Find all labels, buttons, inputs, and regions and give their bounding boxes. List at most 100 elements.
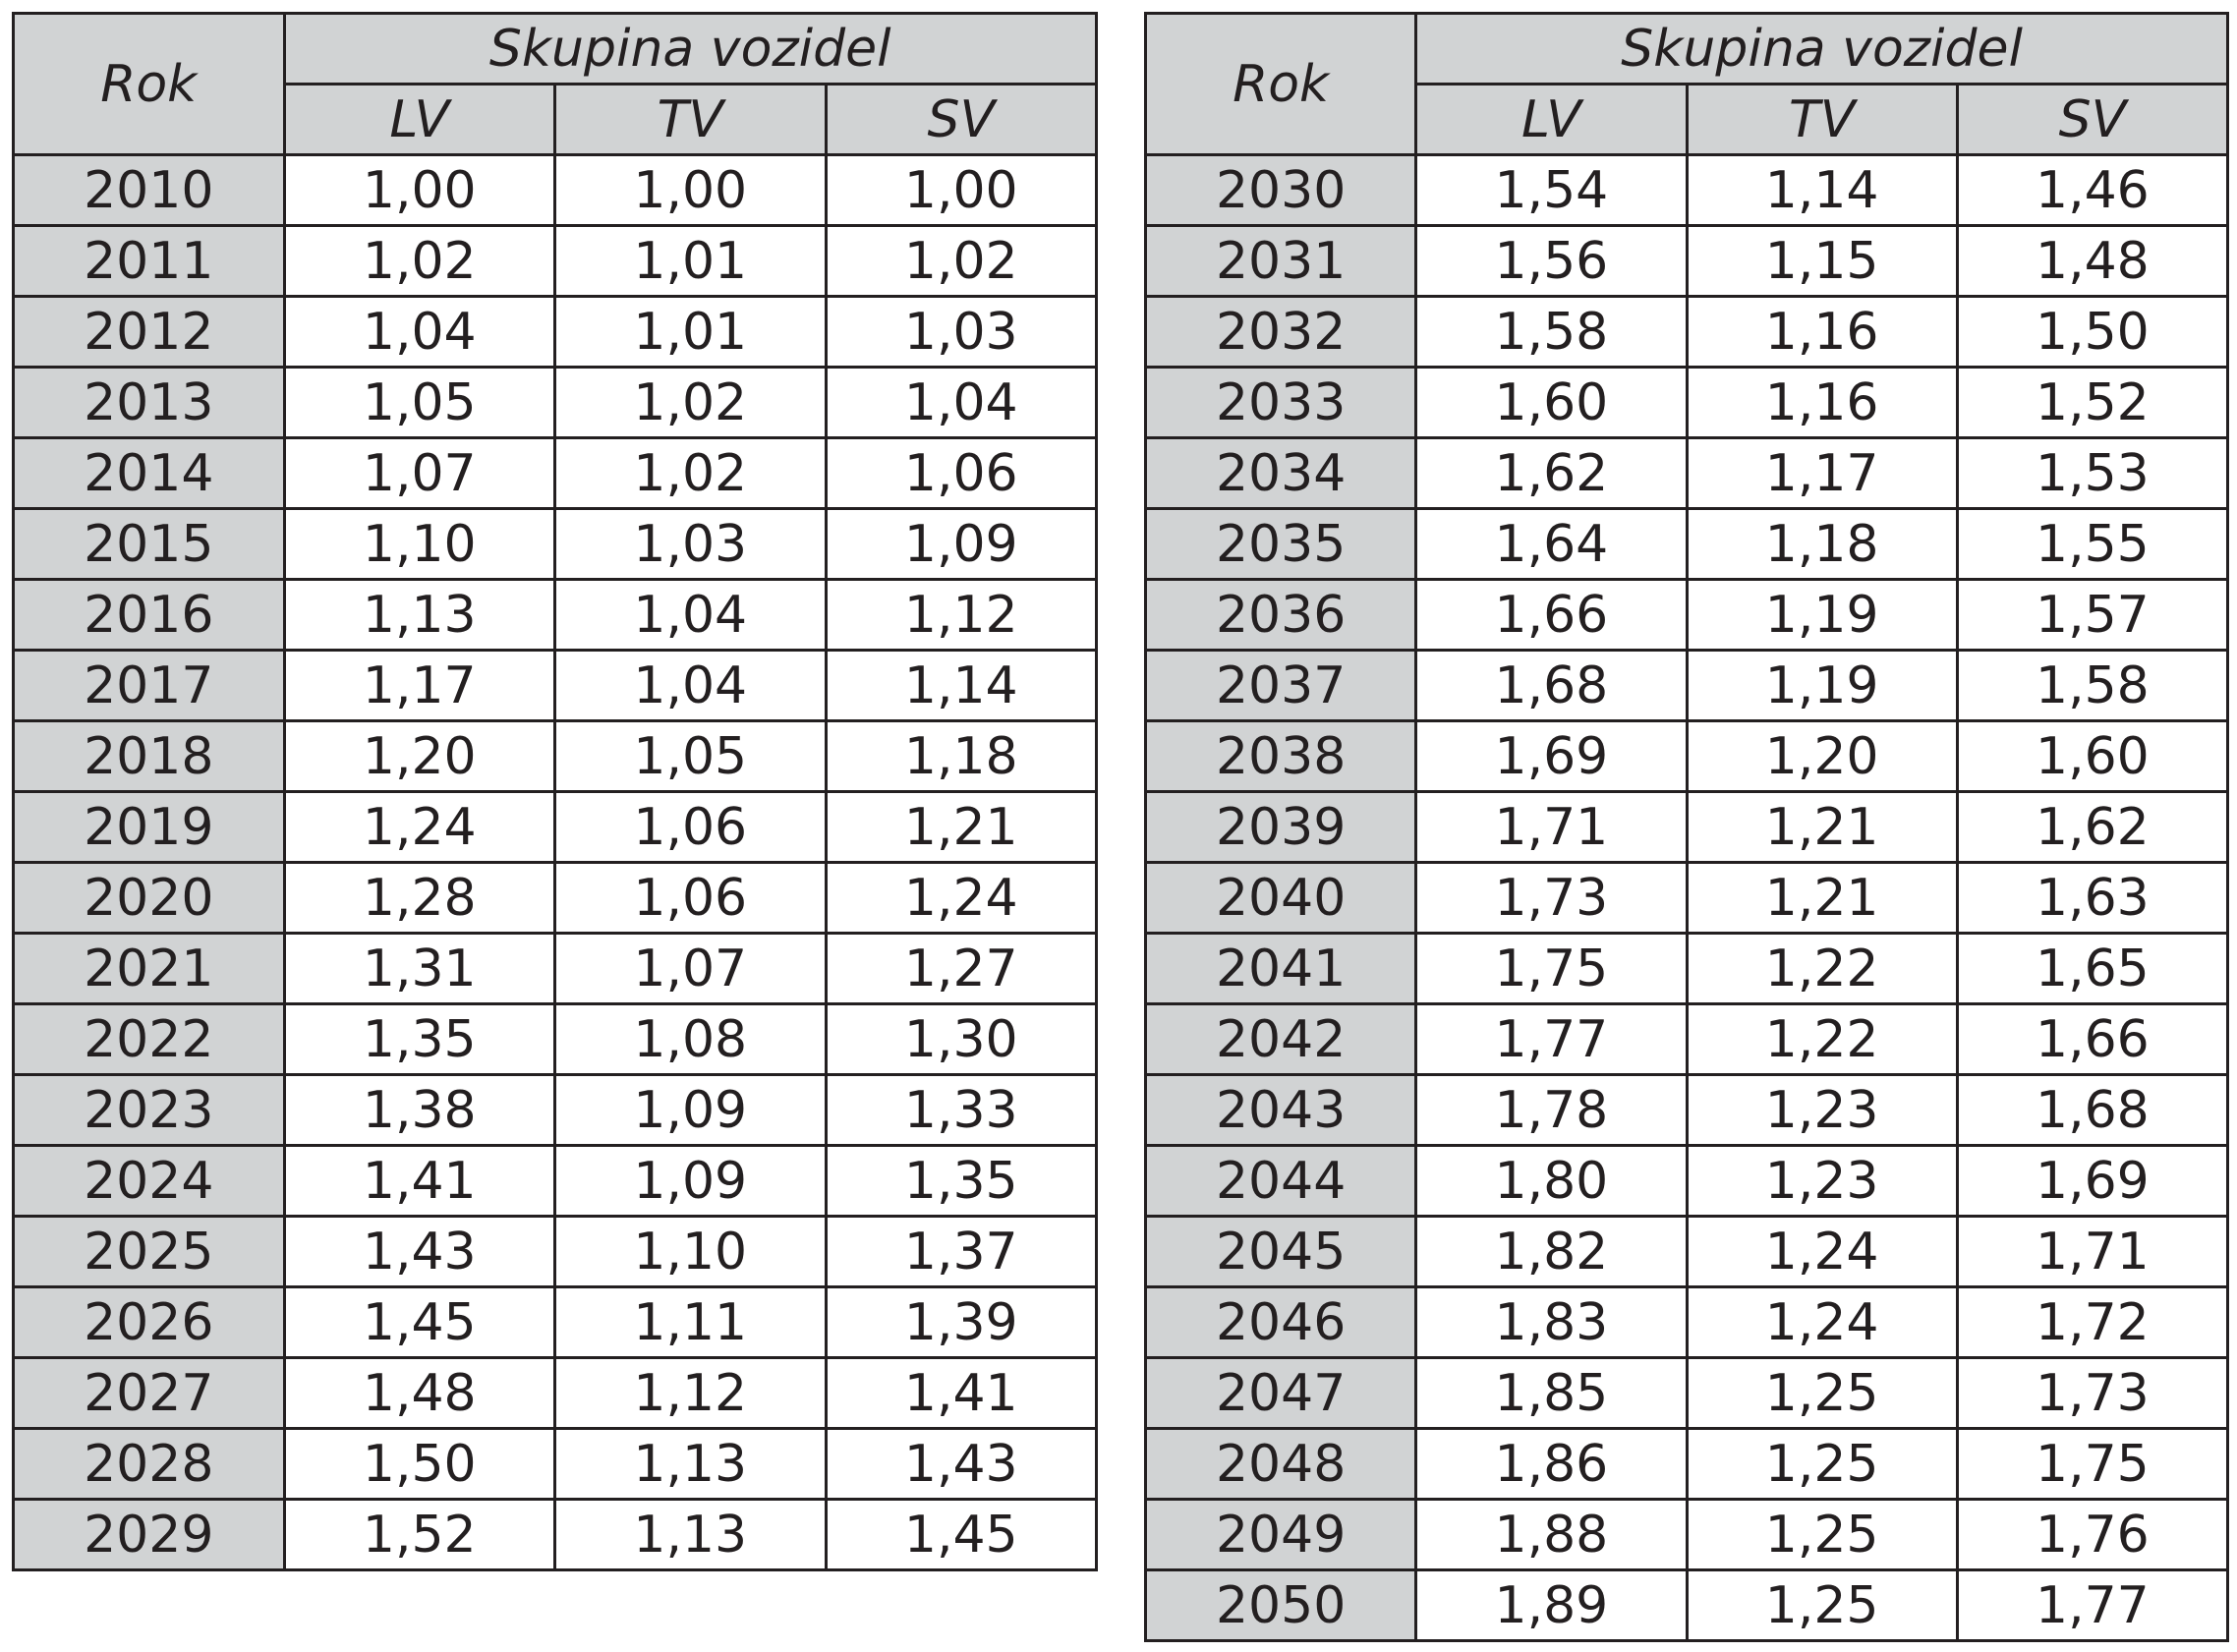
table-row: 2012 1,04 1,01 1,03 <box>12 295 1098 369</box>
value-cell-tv: 1,25 <box>1685 1498 1959 1571</box>
table-row: 2011 1,02 1,01 1,02 <box>12 224 1098 298</box>
column-header-sv: SV <box>824 83 1098 156</box>
value-cell-tv: 1,00 <box>553 153 828 227</box>
year-cell: 2047 <box>1143 1356 1418 1430</box>
value-cell-lv: 1,02 <box>282 224 556 298</box>
value-cell-lv: 1,24 <box>282 790 556 864</box>
value-cell-tv: 1,04 <box>553 649 828 722</box>
year-cell: 2010 <box>12 153 286 227</box>
value-cell-lv: 1,20 <box>282 719 556 793</box>
vehicle-group-header: Skupina vozidel <box>282 12 1098 85</box>
value-cell-sv: 1,55 <box>1955 507 2230 581</box>
value-cell-lv: 1,04 <box>282 295 556 369</box>
value-cell-sv: 1,04 <box>824 366 1098 439</box>
table-row: 2044 1,80 1,23 1,69 <box>1143 1144 2230 1218</box>
table-row: 2037 1,68 1,19 1,58 <box>1143 649 2230 722</box>
value-cell-sv: 1,46 <box>1955 153 2230 227</box>
value-cell-lv: 1,28 <box>282 861 556 935</box>
value-cell-lv: 1,71 <box>1414 790 1689 864</box>
value-cell-lv: 1,73 <box>1414 861 1689 935</box>
value-cell-tv: 1,22 <box>1685 932 1959 1005</box>
year-cell: 2045 <box>1143 1215 1418 1288</box>
value-cell-sv: 1,03 <box>824 295 1098 369</box>
value-cell-lv: 1,41 <box>282 1144 556 1218</box>
value-cell-sv: 1,71 <box>1955 1215 2230 1288</box>
value-cell-lv: 1,86 <box>1414 1427 1689 1501</box>
value-cell-lv: 1,58 <box>1414 295 1689 369</box>
table-row: 2026 1,45 1,11 1,39 <box>12 1285 1098 1359</box>
value-cell-sv: 1,72 <box>1955 1285 2230 1359</box>
vehicle-group-header: Skupina vozidel <box>1414 12 2229 85</box>
table-row: 2019 1,24 1,06 1,21 <box>12 790 1098 864</box>
year-cell: 2046 <box>1143 1285 1418 1359</box>
year-cell: 2044 <box>1143 1144 1418 1218</box>
table-row: 2048 1,86 1,25 1,75 <box>1143 1427 2230 1501</box>
year-cell: 2050 <box>1143 1568 1418 1642</box>
value-cell-lv: 1,82 <box>1414 1215 1689 1288</box>
value-cell-lv: 1,60 <box>1414 366 1689 439</box>
year-cell: 2041 <box>1143 932 1418 1005</box>
year-cell: 2048 <box>1143 1427 1418 1501</box>
value-cell-sv: 1,09 <box>824 507 1098 581</box>
column-header-sv: SV <box>1955 83 2230 156</box>
value-cell-sv: 1,63 <box>1955 861 2230 935</box>
value-cell-sv: 1,53 <box>1955 436 2230 510</box>
value-cell-sv: 1,02 <box>824 224 1098 298</box>
value-cell-tv: 1,16 <box>1685 295 1959 369</box>
value-cell-tv: 1,09 <box>553 1073 828 1147</box>
year-cell: 2013 <box>12 366 286 439</box>
value-cell-lv: 1,50 <box>282 1427 556 1501</box>
value-cell-tv: 1,13 <box>553 1427 828 1501</box>
column-header-tv: TV <box>553 83 828 156</box>
table-row: 2042 1,77 1,22 1,66 <box>1143 1002 2230 1076</box>
value-cell-sv: 1,57 <box>1955 578 2230 652</box>
value-cell-sv: 1,60 <box>1955 719 2230 793</box>
table-row: 2020 1,28 1,06 1,24 <box>12 861 1098 935</box>
table-row: 2043 1,78 1,23 1,68 <box>1143 1073 2230 1147</box>
table-row: 2033 1,60 1,16 1,52 <box>1143 366 2230 439</box>
year-cell: 2049 <box>1143 1498 1418 1571</box>
year-cell: 2032 <box>1143 295 1418 369</box>
value-cell-tv: 1,12 <box>553 1356 828 1430</box>
value-cell-lv: 1,05 <box>282 366 556 439</box>
value-cell-sv: 1,33 <box>824 1073 1098 1147</box>
value-cell-tv: 1,23 <box>1685 1144 1959 1218</box>
value-cell-tv: 1,18 <box>1685 507 1959 581</box>
table-row: 2030 1,54 1,14 1,46 <box>1143 153 2230 227</box>
table-row: 2022 1,35 1,08 1,30 <box>12 1002 1098 1076</box>
year-cell: 2028 <box>12 1427 286 1501</box>
value-cell-tv: 1,17 <box>1685 436 1959 510</box>
value-cell-tv: 1,09 <box>553 1144 828 1218</box>
value-cell-lv: 1,52 <box>282 1498 556 1571</box>
table-row: 2010 1,00 1,00 1,00 <box>12 153 1098 227</box>
value-cell-sv: 1,68 <box>1955 1073 2230 1147</box>
value-cell-sv: 1,73 <box>1955 1356 2230 1430</box>
growth-coefficients-table-2030-2050: Rok Skupina vozidel LV TV SV 2030 1,54 1,1… <box>1143 12 2230 1642</box>
value-cell-lv: 1,31 <box>282 932 556 1005</box>
year-cell: 2043 <box>1143 1073 1418 1147</box>
value-cell-tv: 1,25 <box>1685 1356 1959 1430</box>
value-cell-sv: 1,45 <box>824 1498 1098 1571</box>
year-cell: 2019 <box>12 790 286 864</box>
value-cell-lv: 1,56 <box>1414 224 1689 298</box>
value-cell-sv: 1,52 <box>1955 366 2230 439</box>
value-cell-tv: 1,21 <box>1685 861 1959 935</box>
table-row: 2017 1,17 1,04 1,14 <box>12 649 1098 722</box>
year-cell: 2034 <box>1143 436 1418 510</box>
value-cell-lv: 1,54 <box>1414 153 1689 227</box>
table-row: 2014 1,07 1,02 1,06 <box>12 436 1098 510</box>
table-row: 2023 1,38 1,09 1,33 <box>12 1073 1098 1147</box>
year-cell: 2025 <box>12 1215 286 1288</box>
year-cell: 2030 <box>1143 153 1418 227</box>
value-cell-tv: 1,14 <box>1685 153 1959 227</box>
value-cell-sv: 1,69 <box>1955 1144 2230 1218</box>
value-cell-lv: 1,68 <box>1414 649 1689 722</box>
year-cell: 2011 <box>12 224 286 298</box>
year-cell: 2018 <box>12 719 286 793</box>
value-cell-lv: 1,13 <box>282 578 556 652</box>
value-cell-tv: 1,01 <box>553 224 828 298</box>
value-cell-lv: 1,48 <box>282 1356 556 1430</box>
value-cell-lv: 1,66 <box>1414 578 1689 652</box>
value-cell-tv: 1,06 <box>553 790 828 864</box>
year-cell: 2035 <box>1143 507 1418 581</box>
